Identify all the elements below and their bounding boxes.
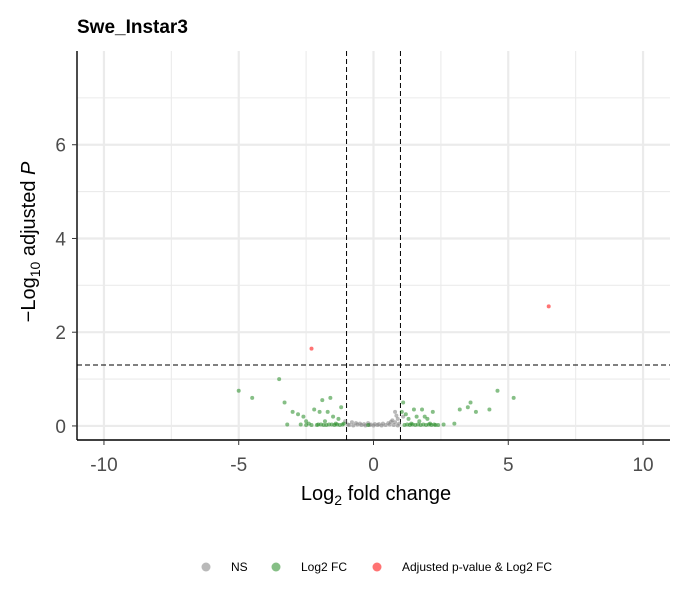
data-point xyxy=(372,422,377,427)
data-point xyxy=(366,423,371,428)
data-point xyxy=(546,304,551,309)
y-axis-title: −Log10 adjusted P xyxy=(18,161,43,322)
data-point xyxy=(339,405,344,410)
data-point xyxy=(465,405,470,410)
data-point xyxy=(349,420,354,425)
data-point xyxy=(345,422,350,427)
data-point xyxy=(236,388,241,393)
data-point xyxy=(393,409,398,414)
data-point xyxy=(420,407,425,412)
data-point xyxy=(414,414,419,419)
data-point xyxy=(320,398,325,403)
data-point xyxy=(358,421,363,426)
y-tick-label: 2 xyxy=(55,323,66,344)
x-tick-label: 5 xyxy=(503,455,514,476)
data-points xyxy=(236,304,551,428)
data-point xyxy=(436,423,441,428)
legend-marker-ns xyxy=(201,562,211,572)
data-point xyxy=(277,377,282,382)
data-point xyxy=(321,423,326,428)
chart-title: Swe_Instar3 xyxy=(77,17,188,38)
data-point xyxy=(495,388,500,393)
data-point xyxy=(317,409,322,414)
data-point xyxy=(285,422,290,427)
data-point xyxy=(312,407,317,412)
data-point xyxy=(282,400,287,405)
data-point xyxy=(290,409,295,414)
data-point xyxy=(406,416,411,421)
data-point xyxy=(353,421,358,426)
data-point xyxy=(340,422,345,427)
data-point xyxy=(309,346,314,351)
data-point xyxy=(468,400,473,405)
y-axis-ticks: 0 2 4 6 xyxy=(55,136,77,438)
x-tick-label: -10 xyxy=(90,455,117,476)
data-point xyxy=(301,414,306,419)
data-point xyxy=(417,419,422,424)
data-point xyxy=(487,407,492,412)
cutoff-lines xyxy=(77,51,670,440)
data-point xyxy=(452,421,457,426)
data-point xyxy=(325,409,330,414)
data-point xyxy=(399,409,404,414)
data-point xyxy=(401,400,406,405)
legend-label-adjp-log2fc: Adjusted p-value & Log2 FC xyxy=(402,560,552,574)
legend-marker-log2fc xyxy=(271,562,281,572)
x-tick-label: -5 xyxy=(230,455,247,476)
legend-marker-adjp-log2fc xyxy=(372,562,382,572)
x-tick-label: 0 xyxy=(368,455,379,476)
legend-label-log2fc: Log2 FC xyxy=(301,560,347,574)
data-point xyxy=(304,423,309,428)
data-point xyxy=(441,422,446,427)
data-point xyxy=(425,416,430,421)
data-point xyxy=(316,422,321,427)
data-point xyxy=(511,395,516,400)
data-point xyxy=(351,423,356,428)
data-point xyxy=(403,412,408,417)
data-point xyxy=(331,414,336,419)
data-point xyxy=(376,422,381,427)
y-tick-label: 4 xyxy=(55,229,66,250)
data-point xyxy=(380,421,385,426)
x-tick-label: 10 xyxy=(632,455,653,476)
data-point xyxy=(401,414,406,419)
data-point xyxy=(328,395,333,400)
data-point xyxy=(430,409,435,414)
data-point xyxy=(432,422,437,427)
grid-lines xyxy=(77,51,670,440)
data-point xyxy=(296,412,301,417)
data-point xyxy=(393,420,398,425)
legend: NS Log2 FC Adjusted p-value & Log2 FC xyxy=(201,560,552,574)
data-point xyxy=(250,395,255,400)
data-point xyxy=(457,407,462,412)
data-point xyxy=(304,419,309,424)
data-point xyxy=(394,413,399,418)
data-point xyxy=(395,416,400,421)
data-point xyxy=(336,416,341,421)
data-point xyxy=(397,421,402,426)
x-axis-title: Log2 fold change xyxy=(301,483,451,508)
y-tick-label: 0 xyxy=(55,417,66,438)
data-point xyxy=(411,407,416,412)
x-axis-ticks: -10 -5 0 5 10 xyxy=(90,440,654,476)
data-point xyxy=(422,414,427,419)
y-tick-label: 6 xyxy=(55,136,66,157)
data-point xyxy=(327,422,332,427)
legend-label-ns: NS xyxy=(231,560,248,574)
data-point xyxy=(309,423,314,428)
data-point xyxy=(322,419,327,424)
data-point xyxy=(298,422,303,427)
data-point xyxy=(389,419,394,424)
data-point xyxy=(362,422,367,427)
data-point xyxy=(473,409,478,414)
